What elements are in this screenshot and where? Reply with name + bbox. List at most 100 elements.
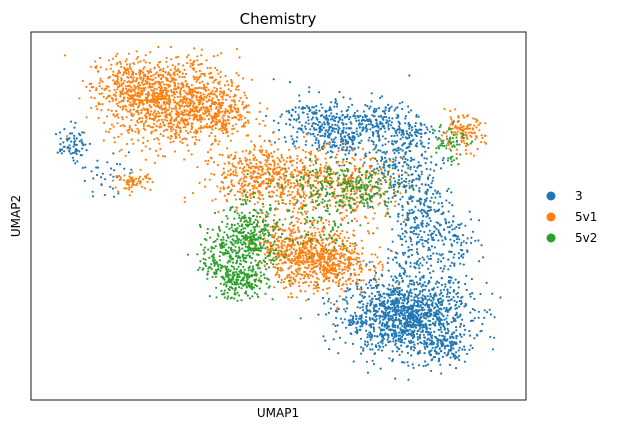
point: [68, 137, 71, 140]
point: [375, 129, 378, 133]
point: [354, 314, 357, 317]
point: [189, 65, 192, 68]
point: [396, 128, 399, 131]
point: [119, 90, 122, 93]
point: [289, 260, 292, 263]
point: [427, 146, 430, 150]
point: [338, 336, 342, 339]
point: [322, 270, 325, 273]
point: [411, 306, 414, 310]
point: [417, 226, 420, 229]
point: [382, 172, 385, 175]
point: [480, 244, 483, 247]
point: [247, 239, 250, 242]
point: [339, 144, 342, 147]
point: [422, 274, 425, 277]
point: [328, 127, 331, 130]
point: [307, 298, 310, 301]
point: [273, 141, 277, 144]
point: [384, 137, 387, 140]
point: [137, 88, 140, 91]
point: [158, 142, 161, 145]
point: [239, 116, 242, 119]
point: [224, 84, 227, 87]
point: [185, 123, 188, 126]
point: [97, 101, 100, 104]
point: [493, 336, 496, 339]
point: [210, 115, 213, 118]
point: [381, 125, 384, 128]
point: [297, 272, 300, 275]
point: [368, 261, 371, 264]
point: [297, 127, 300, 130]
point: [298, 251, 301, 254]
point: [98, 85, 101, 88]
point: [371, 126, 374, 129]
point: [141, 79, 144, 82]
point: [394, 343, 397, 347]
point: [80, 154, 83, 157]
point: [161, 121, 165, 124]
point: [346, 246, 349, 249]
point: [398, 125, 401, 128]
point: [112, 152, 115, 155]
point: [415, 184, 418, 187]
point: [73, 143, 76, 146]
point: [295, 262, 298, 265]
point: [178, 70, 181, 73]
point: [121, 90, 124, 93]
point: [375, 124, 378, 128]
point: [226, 110, 230, 113]
point: [409, 166, 412, 169]
point: [400, 344, 403, 347]
point: [313, 255, 316, 258]
point: [358, 141, 362, 145]
point: [221, 116, 224, 119]
point: [336, 263, 339, 266]
point: [150, 110, 153, 113]
point: [272, 119, 275, 122]
point: [195, 107, 198, 110]
point: [427, 223, 430, 226]
point: [381, 304, 385, 308]
point: [164, 89, 167, 92]
point: [295, 119, 298, 122]
point: [81, 166, 84, 169]
point: [436, 191, 439, 194]
point: [317, 139, 320, 142]
point: [404, 122, 407, 125]
point: [100, 109, 103, 112]
point: [214, 66, 217, 69]
point: [499, 296, 502, 299]
point: [183, 95, 186, 98]
point: [382, 118, 385, 121]
point: [320, 114, 324, 117]
point: [146, 80, 149, 84]
point: [115, 83, 118, 86]
point: [416, 302, 420, 305]
point: [296, 130, 299, 134]
point: [117, 69, 120, 72]
point: [218, 105, 222, 108]
point: [239, 96, 242, 100]
point: [417, 321, 420, 324]
point: [205, 96, 208, 99]
point: [374, 274, 377, 277]
point: [457, 252, 460, 255]
point: [405, 177, 408, 180]
point: [124, 70, 127, 73]
point: [410, 109, 413, 112]
point: [439, 340, 443, 343]
point: [408, 294, 411, 297]
point: [402, 142, 405, 145]
point: [450, 243, 453, 246]
point: [424, 347, 427, 350]
point: [374, 319, 377, 322]
point: [371, 134, 375, 137]
point: [307, 116, 310, 119]
point: [400, 223, 403, 226]
point: [392, 183, 395, 187]
point: [313, 226, 316, 229]
point: [414, 128, 418, 131]
point: [353, 245, 356, 248]
